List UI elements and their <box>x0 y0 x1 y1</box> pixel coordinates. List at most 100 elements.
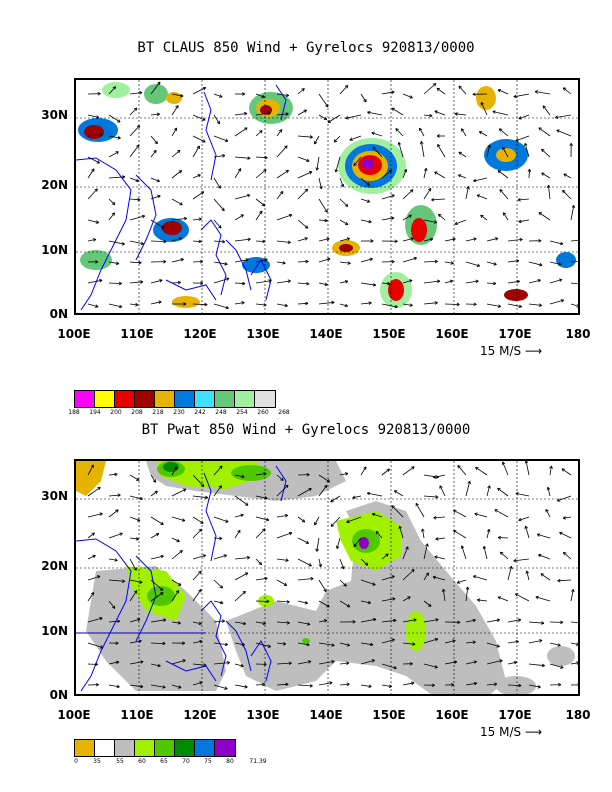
wind-arrowhead <box>428 187 431 191</box>
wind-arrow <box>171 218 187 221</box>
wind-arrow <box>171 466 178 476</box>
wind-arrowhead <box>157 81 161 84</box>
wind-arrow <box>171 198 183 206</box>
wind-arrowhead <box>289 214 293 218</box>
wind-arrowhead <box>329 682 333 685</box>
colorbar-swatch <box>195 740 215 756</box>
wind-arrowhead <box>155 150 157 154</box>
wind-arrow <box>555 114 572 118</box>
wind-arrowhead <box>159 589 163 591</box>
wind-arrowhead <box>324 218 328 222</box>
wind-arrowhead <box>489 144 491 148</box>
wind-arrowhead <box>453 530 456 534</box>
wind-arrowhead <box>497 596 501 600</box>
wind-arrowhead <box>412 569 415 573</box>
wind-arrow <box>318 558 322 567</box>
wind-arrowhead <box>224 688 228 690</box>
wind-arrow <box>129 537 139 540</box>
wind-arrowhead <box>247 237 251 240</box>
wind-arrowhead <box>304 237 308 239</box>
wind-arrow <box>549 642 561 646</box>
wind-arrowhead <box>217 186 221 189</box>
wind-arrow <box>423 619 439 623</box>
wind-arrowhead <box>163 259 167 262</box>
wind-arrowhead <box>286 622 290 625</box>
wind-arrow <box>276 129 283 137</box>
wind-arrow <box>213 261 228 265</box>
wind-arrow <box>570 303 578 307</box>
wind-arrowhead <box>282 262 286 265</box>
colorbar-tick: 75 <box>204 758 212 765</box>
wind-arrow <box>213 662 230 665</box>
wind-arrowhead <box>286 93 290 96</box>
wind-arrowhead <box>434 222 438 224</box>
wind-arrowhead <box>576 661 578 663</box>
wind-arrowhead <box>117 494 121 497</box>
wind-arrowhead <box>475 279 479 282</box>
wind-arrowhead <box>136 144 140 147</box>
wind-arrow <box>255 473 267 476</box>
colorbar-tick: 188 <box>68 409 80 416</box>
wind-arrow <box>234 282 246 285</box>
wind-arrow <box>381 553 389 560</box>
wind-arrowhead <box>245 572 249 576</box>
wind-arrowhead <box>327 119 330 123</box>
wind-arrow <box>129 261 142 264</box>
wind-arrowhead <box>306 225 309 229</box>
wind-arrow <box>255 642 271 648</box>
wind-arrowhead <box>513 660 517 663</box>
wind-arrowhead <box>200 282 204 285</box>
wind-arrow <box>192 303 208 306</box>
wind-arrowhead <box>369 257 373 260</box>
wind-arrowhead <box>480 214 483 219</box>
wind-arrow <box>486 660 503 665</box>
wind-arrowhead <box>156 113 160 117</box>
y-label-20n: 20N <box>41 178 68 192</box>
wind-arrowhead <box>353 164 357 167</box>
wind-arrowhead <box>539 262 543 266</box>
colorbar-swatch <box>155 391 175 407</box>
wind-arrowhead <box>560 241 564 245</box>
wind-arrowhead <box>92 532 95 536</box>
wind-arrowhead <box>366 184 370 187</box>
wind-arrowhead <box>223 207 225 211</box>
wind-arrow <box>255 93 265 98</box>
wind-arrowhead <box>120 533 123 536</box>
wind-arrowhead <box>562 517 567 520</box>
wind-arrowhead <box>303 519 306 523</box>
wind-arrowhead <box>482 546 485 550</box>
wind-arrowhead <box>559 278 563 280</box>
wind-arrowhead <box>314 523 318 526</box>
wind-arrowhead <box>435 496 439 499</box>
wind-arrowhead <box>310 576 314 579</box>
wind-arrowhead <box>263 304 267 307</box>
wind-arrowhead <box>306 281 310 285</box>
x-label-100e: 100E <box>57 327 91 341</box>
wind-arrowhead <box>309 684 313 687</box>
wind-arrowhead <box>264 169 267 173</box>
wind-arrowhead <box>436 135 440 138</box>
wind-arrowhead <box>247 557 251 560</box>
wind-arrow <box>339 280 348 284</box>
wind-arrow <box>360 618 377 623</box>
wind-arrowhead <box>513 558 517 562</box>
x-label-100e: 100E <box>57 708 91 722</box>
wind-arrowhead <box>203 87 207 91</box>
wind-arrow <box>375 531 383 539</box>
wind-arrowhead <box>307 660 312 662</box>
wind-arrowhead <box>173 127 177 130</box>
wind-arrowhead <box>178 687 182 689</box>
wind-arrowhead <box>517 199 521 202</box>
wind-arrowhead <box>537 278 541 281</box>
wind-arrowhead <box>286 601 290 604</box>
wind-arrow <box>360 684 372 687</box>
wind-arrow <box>276 113 289 116</box>
wind-arrowhead <box>450 263 454 265</box>
wind-arrow <box>431 198 446 201</box>
wind-arrow <box>402 619 417 623</box>
wind-arrowhead <box>177 538 180 542</box>
colorbar-claus-ticks: 188 194 200 208 218 230 242 248 254 260 … <box>68 409 289 417</box>
wind-arrow <box>476 194 488 200</box>
wind-arrowhead <box>316 167 319 171</box>
wind-arrowhead <box>198 217 202 220</box>
